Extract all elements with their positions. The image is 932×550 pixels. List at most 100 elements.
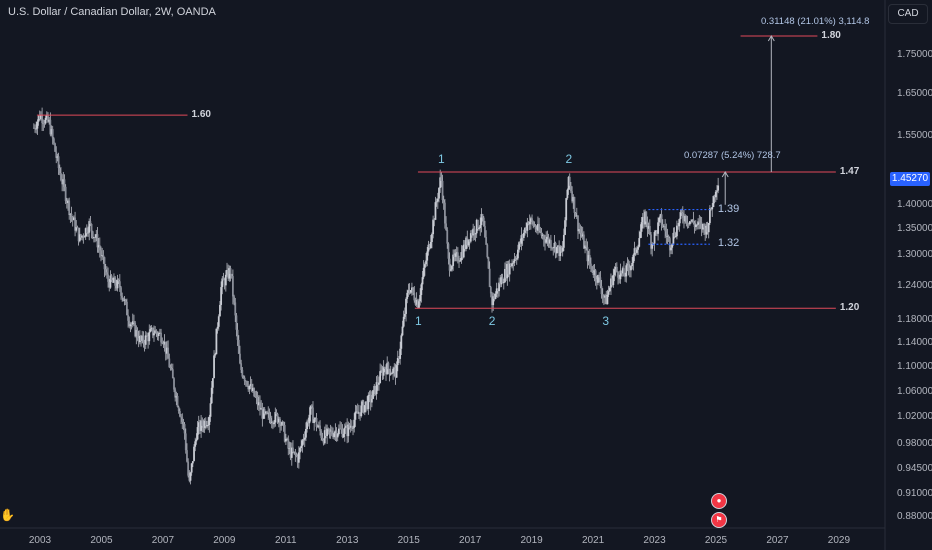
candle-body	[173, 378, 175, 390]
candle-body	[70, 213, 73, 218]
candle-body	[661, 224, 664, 227]
candle-body	[584, 245, 586, 249]
candle-body	[77, 227, 80, 242]
candle-body	[312, 407, 314, 423]
candle-body	[266, 411, 268, 414]
candle-body	[301, 440, 304, 446]
candle-body	[293, 451, 296, 453]
candle-body	[105, 272, 108, 275]
candle-body	[340, 428, 343, 430]
candle-body	[648, 226, 651, 235]
candle-body	[654, 230, 657, 233]
candle-body	[691, 219, 694, 222]
candle-body	[365, 401, 367, 406]
x-tick-label: 2003	[28, 535, 52, 546]
candle-body	[253, 387, 255, 397]
candle-body	[647, 226, 650, 229]
candle-body	[522, 232, 525, 238]
candle-body	[89, 221, 92, 224]
candle-body	[163, 341, 166, 345]
flag-event-icon[interactable]: ⚑	[711, 512, 727, 528]
candle-body	[539, 230, 542, 233]
candle-body	[439, 177, 442, 188]
candle-body	[520, 235, 523, 244]
candle-body	[160, 332, 162, 343]
candle-body	[321, 437, 324, 441]
candle-body	[667, 236, 670, 239]
candle-body	[313, 419, 316, 423]
candle-body	[346, 425, 349, 437]
candle-body	[74, 217, 76, 231]
hand-icon[interactable]: ✋	[0, 508, 15, 522]
candle-body	[643, 217, 645, 225]
candle-body	[166, 347, 168, 354]
candle-body	[674, 236, 677, 238]
candle-body	[310, 405, 313, 408]
candle-body	[614, 266, 617, 270]
candle-body	[87, 232, 89, 234]
candle-body	[518, 242, 520, 250]
candle-body	[174, 389, 177, 398]
candle-body	[149, 329, 152, 332]
candle-body	[465, 237, 467, 249]
candle-body	[555, 247, 558, 254]
candle-body	[398, 358, 400, 359]
y-tick-label: 1.18000	[897, 313, 932, 325]
candle-body	[602, 295, 605, 298]
x-tick-label: 2017	[459, 535, 482, 546]
candle-body	[468, 239, 471, 242]
candle-body	[302, 439, 305, 441]
candle-body	[574, 212, 577, 217]
calendar-event-icon[interactable]: ●	[711, 493, 727, 509]
wave-top-1: 1	[437, 152, 445, 166]
wave-bottom-3: 3	[602, 314, 610, 328]
candle-body	[81, 235, 84, 238]
candle-body	[116, 279, 119, 289]
candle-body	[161, 342, 164, 344]
candle-body	[136, 330, 139, 339]
candle-body	[617, 271, 619, 278]
candle-body	[440, 177, 443, 181]
candle-body	[148, 331, 151, 342]
candle-body	[460, 252, 463, 261]
candle-body	[645, 211, 648, 222]
x-tick-label: 2005	[90, 535, 113, 546]
y-tick-label: 1.06000	[897, 385, 932, 397]
candle-body	[646, 221, 649, 229]
candle-body	[284, 438, 287, 442]
candle-body	[143, 343, 146, 345]
candle-body	[471, 233, 473, 236]
candle-body	[638, 238, 641, 247]
candle-body	[155, 330, 158, 334]
candle-body	[376, 382, 379, 385]
candle-body	[628, 267, 631, 271]
candle-body	[44, 117, 47, 124]
candle-body	[195, 439, 198, 442]
candle-body	[532, 221, 535, 227]
candle-body	[290, 447, 293, 458]
candle-body	[631, 262, 634, 267]
candle-body	[473, 228, 476, 235]
candle-body	[579, 229, 582, 233]
candle-body	[142, 335, 145, 344]
candle-body	[176, 395, 179, 407]
candle-body	[644, 211, 647, 225]
candle-body	[40, 115, 42, 120]
candle-body	[55, 151, 58, 158]
candle-body	[665, 231, 668, 237]
candle-body	[385, 368, 387, 375]
candle-body	[710, 208, 712, 210]
candle-body	[56, 156, 59, 158]
candle-body	[49, 119, 52, 135]
candle-body	[180, 416, 182, 418]
candle-body	[333, 433, 336, 438]
candle-body	[716, 190, 718, 192]
candle-body	[632, 254, 635, 263]
candle-body	[701, 224, 704, 230]
candle-body	[170, 368, 173, 370]
candle-body	[193, 446, 195, 462]
candle-body	[587, 255, 590, 262]
currency-button[interactable]: CAD	[888, 4, 928, 24]
level-label-1.80: 1.80	[821, 30, 841, 41]
